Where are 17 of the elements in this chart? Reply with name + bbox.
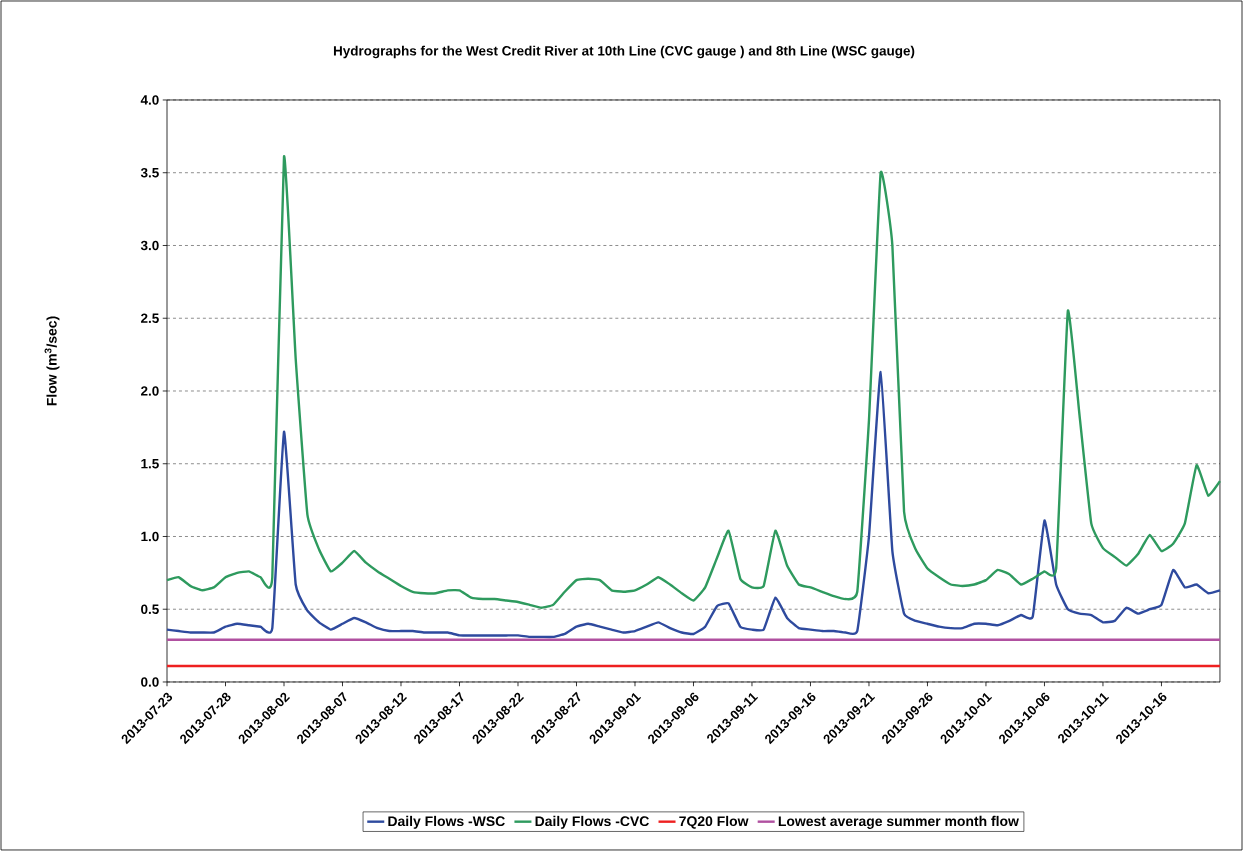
legend-label: 7Q20 Flow bbox=[679, 815, 749, 829]
legend-label: Daily Flows -WSC bbox=[388, 815, 505, 829]
y-tick-label: 1.0 bbox=[141, 531, 159, 542]
y-tick-label: 0.0 bbox=[141, 677, 159, 687]
legend-label: Lowest average summer month flow bbox=[778, 815, 1019, 829]
line-series bbox=[165, 370, 1222, 639]
y-tick-label: 0.5 bbox=[141, 604, 159, 614]
y-tick-label: 3.0 bbox=[140, 240, 159, 251]
y-tick-label: 2.0 bbox=[141, 386, 159, 396]
y-tick-label: 1.5 bbox=[141, 459, 159, 469]
line-series bbox=[165, 155, 1222, 609]
legend-label: Daily Flows -CVC bbox=[535, 815, 649, 829]
chart-title: Hydrographs for the West Credit River at 10th Line (CVC gauge ) and 8th Line (WSC gauge) bbox=[333, 45, 915, 59]
y-axis-title: Flow (m$^{3}$/sec) bbox=[44, 316, 60, 406]
y-tick-label: 2.5 bbox=[141, 313, 159, 323]
y-tick-label: 4.0 bbox=[140, 95, 159, 105]
y-tick-label: 3.5 bbox=[140, 167, 159, 178]
